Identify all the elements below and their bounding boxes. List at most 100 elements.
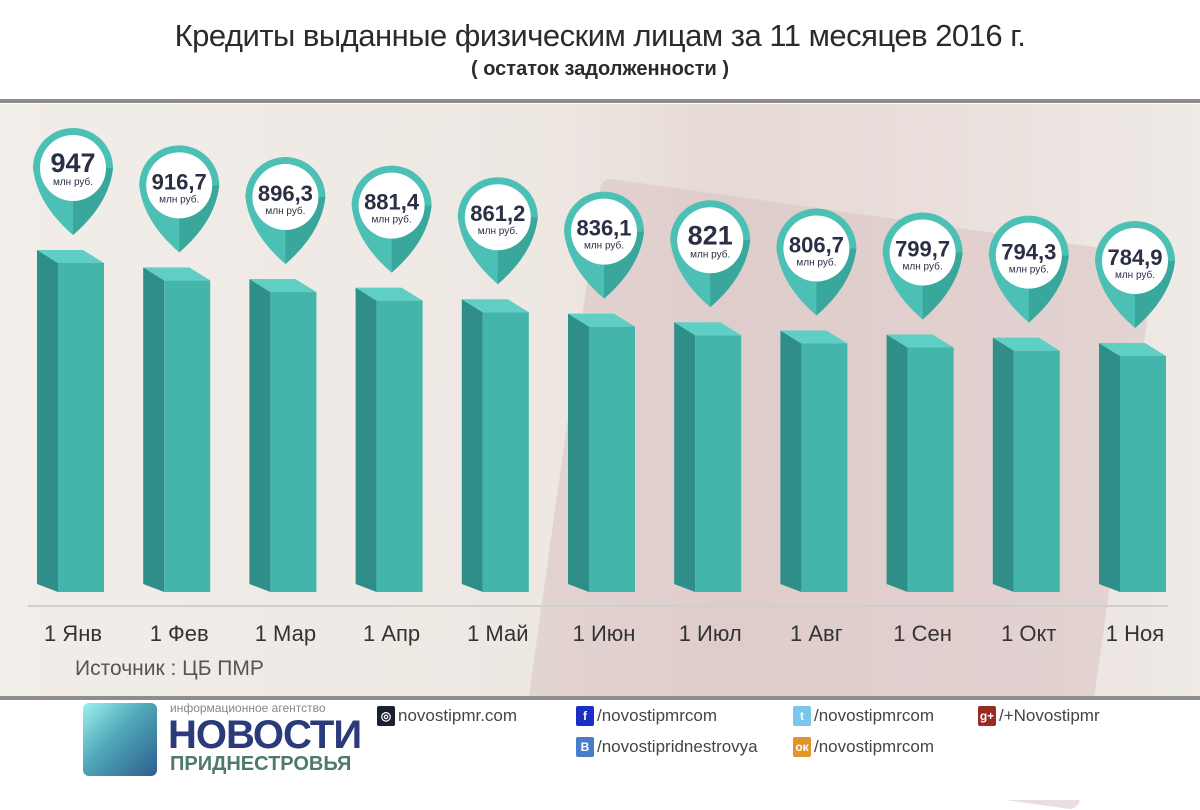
- link-text: /novostipmrcom: [814, 706, 934, 725]
- bar: [801, 343, 848, 592]
- bar-side: [568, 313, 589, 592]
- data-label-unit: млн руб.: [159, 193, 199, 205]
- data-label: 836,1: [576, 216, 631, 241]
- data-label-unit: млн руб.: [584, 240, 624, 252]
- link-text: /novostipmrcom: [814, 737, 934, 756]
- agency-logo-icon: [83, 703, 157, 776]
- bar-top: [568, 313, 635, 327]
- bar: [1013, 350, 1060, 592]
- x-tick-label: 1 Май: [467, 621, 528, 646]
- link-text: /+Novostipmr: [999, 706, 1100, 725]
- bar-side: [780, 330, 802, 592]
- bar: [1120, 356, 1166, 592]
- data-label-unit: млн руб.: [265, 205, 305, 217]
- bar: [695, 335, 742, 592]
- x-tick-label: 1 Янв: [44, 621, 102, 646]
- bar-top: [886, 334, 954, 348]
- x-tick-label: 1 Сен: [893, 621, 952, 646]
- logo-subname: ПРИДНЕСТРОВЬЯ: [170, 753, 352, 775]
- value-pin-circle: [889, 219, 956, 286]
- data-label: 881,4: [364, 190, 420, 215]
- bar: [907, 347, 954, 592]
- bar-top: [37, 249, 104, 263]
- bar-side: [37, 249, 58, 593]
- data-label: 794,3: [1001, 240, 1056, 265]
- bar-side: [992, 337, 1014, 592]
- value-pin-circle: [358, 172, 425, 239]
- x-tick-label: 1 Июл: [679, 621, 742, 646]
- link-odnoklassniki[interactable]: ок/novostipmrcom: [793, 737, 934, 757]
- bar-top: [461, 299, 529, 313]
- link-twitter[interactable]: t/novostipmrcom: [793, 706, 934, 726]
- bar-top: [674, 322, 742, 336]
- data-label: 799,7: [895, 237, 950, 262]
- bar-top: [249, 279, 317, 293]
- odnoklassniki-icon: ок: [793, 737, 811, 757]
- bar-top: [992, 337, 1060, 351]
- x-tick-label: 1 Мар: [255, 621, 316, 646]
- value-pin-circle: [464, 184, 531, 251]
- link-website[interactable]: ◎ novostipmr.com: [377, 706, 517, 726]
- value-pin-circle: [40, 134, 106, 201]
- data-label-unit: млн руб.: [372, 214, 412, 226]
- link-text: novostipmr.com: [398, 706, 518, 725]
- bar-side: [143, 267, 165, 592]
- chart-title: Кредиты выданные физическим лицам за 11 …: [174, 18, 1026, 53]
- link-text: /novostipmrcom: [597, 706, 717, 725]
- x-tick-label: 1 Июн: [573, 621, 636, 646]
- value-pin-circle: [146, 152, 213, 219]
- data-label-unit: млн руб.: [53, 176, 93, 188]
- source-note: Источник : ЦБ ПМР: [75, 657, 264, 680]
- bar-side: [886, 334, 908, 592]
- twitter-icon: t: [793, 706, 811, 726]
- vk-icon: B: [576, 737, 594, 757]
- logo-name: НОВОСТИ: [168, 713, 362, 757]
- bar-side: [249, 279, 271, 592]
- google-plus-icon: g+: [978, 706, 996, 726]
- x-tick-label: 1 Ноя: [1106, 621, 1164, 646]
- data-label: 916,7: [152, 169, 207, 194]
- link-facebook[interactable]: f/novostipmrcom: [576, 706, 717, 726]
- value-pin-circle: [571, 198, 637, 265]
- footer: [0, 700, 1200, 800]
- bar: [164, 280, 211, 592]
- bar-side: [674, 322, 696, 592]
- data-label: 896,3: [258, 181, 313, 206]
- bar-side: [461, 299, 483, 592]
- x-tick-label: 1 Окт: [1001, 621, 1056, 646]
- data-label-unit: млн руб.: [690, 248, 730, 260]
- bar: [482, 312, 529, 592]
- top-divider: [0, 99, 1200, 103]
- data-label: 861,2: [470, 201, 525, 226]
- data-label: 947: [50, 148, 95, 178]
- x-tick-label: 1 Апр: [363, 621, 420, 646]
- data-label-unit: млн руб.: [796, 256, 836, 268]
- data-label: 806,7: [789, 232, 844, 257]
- value-pin-circle: [1102, 228, 1168, 294]
- value-pin-circle: [252, 164, 319, 231]
- value-pin-circle: [677, 207, 744, 274]
- data-label-unit: млн руб.: [1115, 269, 1155, 281]
- chart-subtitle: ( остаток задолженности ): [470, 58, 730, 80]
- data-label-unit: млн руб.: [903, 261, 943, 273]
- link-google-plus[interactable]: g+/+Novostipmr: [978, 706, 1100, 726]
- bar: [58, 262, 104, 592]
- facebook-icon: f: [576, 706, 594, 726]
- logo-tagline: информационное агентство: [170, 701, 326, 715]
- bottom-divider: [0, 696, 1200, 700]
- bar: [589, 326, 635, 592]
- data-label-unit: млн руб.: [478, 225, 518, 237]
- globe-icon: ◎: [377, 706, 395, 726]
- link-text: /novostipridnestrovya: [597, 737, 758, 756]
- bar-top: [355, 287, 423, 301]
- link-vk[interactable]: B/novostipridnestrovya: [576, 737, 758, 757]
- bar-side: [355, 287, 377, 592]
- value-pin-circle: [995, 222, 1062, 289]
- x-tick-label: 1 Фев: [150, 621, 209, 646]
- data-label: 784,9: [1107, 245, 1162, 270]
- bar-top: [143, 267, 211, 281]
- bar-side: [1099, 343, 1120, 592]
- value-pin-circle: [783, 215, 850, 282]
- bar-top: [780, 330, 848, 344]
